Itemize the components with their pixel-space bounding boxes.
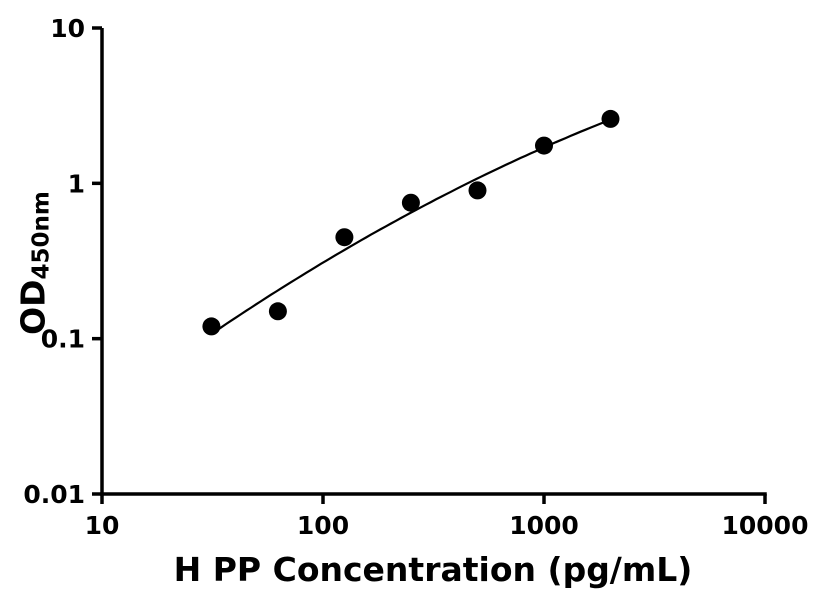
x-tick-label: 10 [85,511,120,540]
y-axis-title-main: OD [13,279,53,335]
data-point [401,193,420,212]
data-point [268,302,287,321]
y-tick-label: 10 [50,14,85,43]
x-tick-label: 100 [297,511,349,540]
y-axis-title-subscript: 450nm [28,191,55,280]
data-point [601,109,620,128]
fit-curve [210,118,611,335]
data-point [202,317,221,336]
x-tick-label: 10000 [722,511,809,540]
x-tick-label: 1000 [509,511,579,540]
y-tick-label: 0.01 [23,480,85,509]
y-axis-title: OD450nm [13,191,55,335]
y-tick-label: 1 [68,169,85,198]
x-axis-title: H PP Concentration (pg/mL) [173,550,693,589]
data-point [535,136,553,155]
data-point [468,181,487,200]
data-point [335,228,354,247]
y-tick-label: 0.1 [41,325,85,354]
